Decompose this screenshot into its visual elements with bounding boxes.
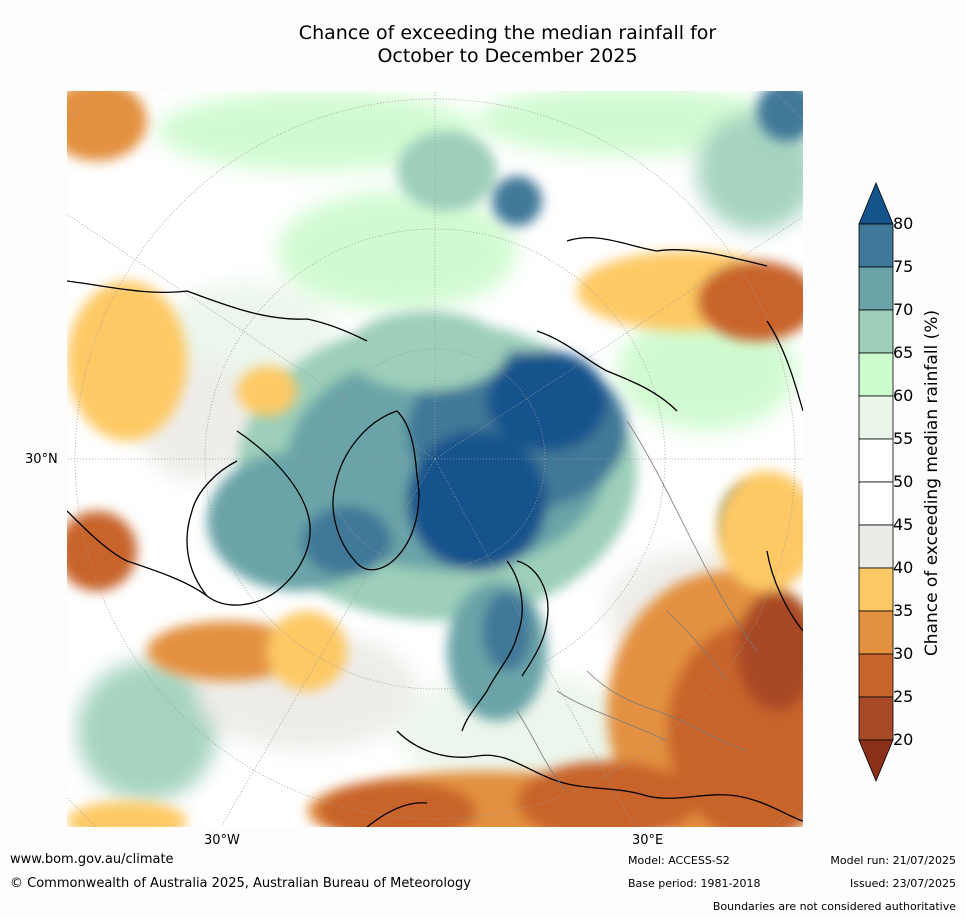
model-name: Model: ACCESS-S2 xyxy=(628,854,730,867)
map-canvas xyxy=(67,91,803,827)
colorbar-bin-70-75 xyxy=(858,266,894,311)
colorbar-bin-above-80 xyxy=(858,182,894,225)
colorbar-bin-35-40 xyxy=(858,567,894,612)
longitude-label-30e: 30°E xyxy=(632,833,664,848)
rainfall-map xyxy=(67,91,803,827)
issued-date: Issued: 23/07/2025 xyxy=(849,877,956,890)
colorbar-tick-45: 45 xyxy=(893,515,914,534)
latitude-label-30n: 30°N xyxy=(25,452,58,467)
bom-url: www.bom.gov.au/climate xyxy=(10,852,174,867)
coastlines xyxy=(67,237,803,827)
colorbar-tick-40: 40 xyxy=(893,558,914,577)
colorbar-bin-40-45 xyxy=(858,524,894,569)
colorbar-tick-35: 35 xyxy=(893,601,914,620)
dry-anomaly-field xyxy=(67,91,803,827)
colorbar-bin-below-20 xyxy=(858,739,894,783)
wet-anomaly-field xyxy=(207,91,803,721)
colorbar-bin-65-70 xyxy=(858,309,894,354)
colorbar-bin-60-65 xyxy=(858,352,894,397)
colorbar-tick-25: 25 xyxy=(893,687,914,706)
base-period: Base period: 1981-2018 xyxy=(628,877,761,890)
colorbar-bin-55-60 xyxy=(858,395,894,440)
colorbar-tick-70: 70 xyxy=(893,300,914,319)
colorbar-tick-20: 20 xyxy=(893,730,914,749)
graticule xyxy=(67,91,803,827)
colorbar-tick-65: 65 xyxy=(893,343,914,362)
colorbar-tick-60: 60 xyxy=(893,386,914,405)
copyright-text: © Commonwealth of Australia 2025, Austra… xyxy=(10,876,471,891)
colorbar-bin-50-55 xyxy=(858,438,894,483)
colorbar-bin-25-30 xyxy=(858,653,894,698)
title-line-1: Chance of exceeding the median rainfall … xyxy=(298,22,717,44)
colorbar-tick-75: 75 xyxy=(893,257,914,276)
colorbar-bin-30-35 xyxy=(858,610,894,655)
colorbar xyxy=(858,182,894,783)
model-run-date: Model run: 21/07/2025 xyxy=(830,854,956,867)
map-title: Chance of exceeding the median rainfall … xyxy=(0,22,965,68)
title-line-2: October to December 2025 xyxy=(377,45,638,67)
longitude-label-30w: 30°W xyxy=(204,833,240,848)
boundaries-disclaimer: Boundaries are not considered authoritat… xyxy=(712,900,956,913)
colorbar-bin-20-25 xyxy=(858,696,894,741)
colorbar-tick-30: 30 xyxy=(893,644,914,663)
colorbar-tick-55: 55 xyxy=(893,429,914,448)
colorbar-bin-75-80 xyxy=(858,223,894,268)
colorbar-bin-45-50 xyxy=(858,481,894,526)
colorbar-tick-80: 80 xyxy=(893,214,914,233)
country-borders xyxy=(516,420,758,792)
colorbar-title: Chance of exceeding median rainfall (%) xyxy=(922,309,942,657)
colorbar-tick-50: 50 xyxy=(893,472,914,491)
